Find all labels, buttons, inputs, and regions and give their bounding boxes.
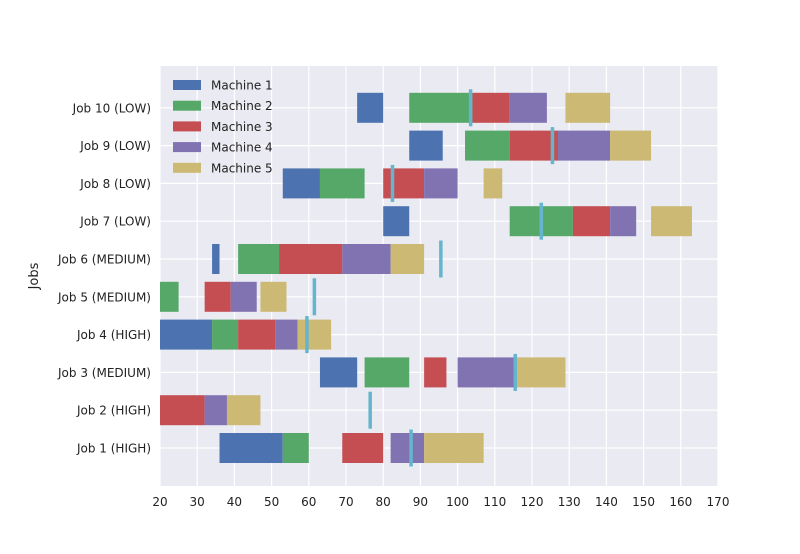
task-bar (364, 357, 410, 388)
task-bar (357, 92, 384, 123)
bars-layer (160, 92, 692, 463)
task-bar (238, 244, 280, 274)
x-tick-label: 80 (376, 495, 391, 509)
task-bar (282, 433, 309, 463)
y-tick-labels: Job 1 (HIGH) Job 2 (HIGH) Job 3 (MEDIUM) Jo… (57, 101, 151, 455)
task-bar (610, 206, 637, 237)
y-axis-label: Jobs (27, 262, 42, 290)
legend-swatch (173, 80, 201, 90)
task-bar (230, 281, 257, 312)
x-tick-label: 160 (669, 495, 692, 509)
x-tick-label: 120 (521, 495, 544, 509)
task-bar (424, 433, 484, 463)
task-bar (282, 168, 320, 199)
legend-label: Machine 5 (211, 161, 273, 175)
task-bar (297, 319, 332, 350)
task-bar (509, 130, 559, 161)
task-bar (279, 244, 343, 274)
y-tick-label: Job 8 (LOW) (79, 177, 151, 191)
task-bar (409, 92, 473, 123)
x-tick-label: 50 (264, 495, 279, 509)
x-tick-label: 100 (446, 495, 469, 509)
task-bar (160, 395, 205, 426)
y-tick-label: Job 3 (MEDIUM) (57, 366, 151, 380)
task-bar (160, 319, 213, 350)
grid-layer (159, 66, 719, 486)
task-bar (219, 433, 283, 463)
deadline-markers-layer (305, 89, 555, 467)
y-tick-label: Job 7 (LOW) (79, 215, 151, 229)
x-tick-label: 20 (152, 495, 167, 509)
x-tick-label: 130 (558, 495, 581, 509)
task-bar (238, 319, 276, 350)
task-bar (424, 168, 458, 199)
task-bar (457, 357, 518, 388)
legend-swatch (173, 100, 201, 111)
task-bar (610, 130, 652, 161)
task-bar (212, 319, 239, 350)
task-bar (390, 433, 425, 463)
task-bar (517, 357, 566, 388)
task-bar (383, 168, 425, 199)
legend-swatch (173, 162, 201, 173)
task-bar (572, 206, 611, 237)
task-bar (390, 244, 425, 274)
x-tick-label: 60 (301, 495, 316, 509)
x-tick-label: 70 (338, 495, 353, 509)
legend: Machine 1 Machine 2 Machine 3 Machine 4 Mach… (173, 79, 273, 175)
y-tick-label: Job 6 (MEDIUM) (57, 253, 151, 267)
task-bar (651, 206, 692, 237)
y-tick-label: Job 10 (LOW) (72, 101, 151, 115)
task-bar (212, 244, 220, 274)
legend-swatch (173, 121, 201, 132)
x-tick-labels: 20 30 40 50 60 70 80 90 100 110 120 130 140 150 160 170 (152, 495, 729, 509)
task-bar (275, 319, 298, 350)
y-tick-label: Job 5 (MEDIUM) (57, 290, 151, 304)
y-tick-label: Job 1 (HIGH) (76, 442, 151, 456)
task-bar (483, 168, 503, 199)
legend-label: Machine 1 (211, 79, 273, 93)
y-tick-label: Job 4 (HIGH) (76, 328, 151, 342)
task-bar (319, 168, 365, 199)
task-bar (472, 92, 510, 123)
task-bar (204, 281, 231, 312)
x-tick-label: 140 (595, 495, 618, 509)
legend-swatch (173, 142, 201, 153)
legend-label: Machine 2 (211, 99, 273, 113)
y-tick-label: Job 9 (LOW) (79, 139, 151, 153)
task-bar (342, 433, 384, 463)
task-bar (204, 395, 227, 426)
task-bar (160, 281, 179, 312)
x-tick-label: 90 (413, 495, 428, 509)
x-tick-label: 170 (707, 495, 730, 509)
task-bar (409, 130, 443, 161)
task-bar (226, 395, 261, 426)
x-tick-label: 150 (632, 495, 655, 509)
task-bar (509, 92, 547, 123)
x-tick-label: 40 (227, 495, 242, 509)
x-tick-label: 30 (190, 495, 205, 509)
task-bar (342, 244, 391, 274)
y-tick-label: Job 2 (HIGH) (76, 404, 151, 418)
legend-label: Machine 4 (211, 141, 273, 155)
task-bar (260, 281, 287, 312)
task-bar (319, 357, 358, 388)
task-bar (424, 357, 447, 388)
task-bar (558, 130, 611, 161)
task-bar (565, 92, 611, 123)
legend-label: Machine 3 (211, 120, 273, 134)
task-bar (465, 130, 510, 161)
task-bar (383, 206, 410, 237)
x-tick-label: 110 (483, 495, 506, 509)
